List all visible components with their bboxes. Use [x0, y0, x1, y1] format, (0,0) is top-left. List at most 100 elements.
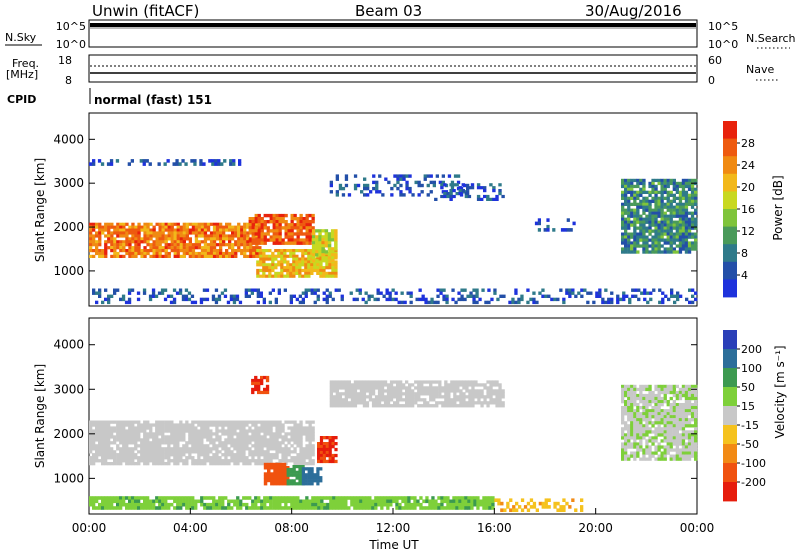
power-echo-region [534, 218, 576, 232]
power-plot-area [88, 112, 698, 307]
velocity-colorbar-label: Velocity [m s⁻¹] [773, 345, 787, 438]
velocity-colorbar-swatch [723, 444, 737, 464]
power-colorbar: 28 24 20 16 12 8 4 [723, 121, 755, 298]
station-title: Unwin (fitACF) [92, 2, 199, 20]
x-tick-label: 04:00 [173, 521, 208, 535]
power-colorbar-tick-label: 8 [741, 247, 748, 260]
velocity-colorbar: 200 100 50 15 -15 -50 -100 -200 [723, 330, 766, 502]
power-y-ticks: 4000 3000 2000 1000 [53, 132, 697, 278]
velocity-colorbar-swatch [723, 406, 737, 426]
velocity-colorbar-tick-label: -200 [741, 476, 766, 489]
cpid-value: normal (fast) 151 [94, 93, 212, 107]
power-y-tick-label: 3000 [53, 176, 84, 190]
power-y-tick-label: 2000 [53, 220, 84, 234]
velocity-colorbar-tick-label: 15 [741, 400, 755, 413]
power-colorbar-swatch [723, 191, 737, 210]
velocity-y-tick-label: 2000 [53, 427, 84, 441]
velocity-echo-region [317, 436, 338, 464]
freq-unit: [MHz] [6, 68, 38, 81]
nsearch-label: N.Search [746, 32, 796, 45]
velocity-colorbar-tick-label: 100 [741, 362, 762, 375]
velocity-colorbar-tick-label: -15 [741, 419, 759, 432]
power-colorbar-swatch [723, 173, 737, 192]
velocity-y-tick-label: 4000 [53, 338, 84, 352]
velocity-echo-region [89, 496, 495, 510]
velocity-echo-region [329, 380, 505, 408]
velocity-colorbar-swatch [723, 349, 737, 369]
power-colorbar-swatch [723, 279, 737, 298]
velocity-echo-region [301, 467, 323, 486]
beam-title: Beam 03 [355, 2, 422, 20]
power-y-tick-label: 1000 [53, 264, 84, 278]
power-colorbar-tick-label: 12 [741, 225, 755, 238]
x-tick-label: 08:00 [274, 521, 309, 535]
velocity-ylabel: Slant Range [km] [33, 364, 47, 468]
power-echo-region [621, 178, 698, 254]
nave-label: Nave [746, 63, 774, 76]
velocity-echo-region [263, 462, 290, 486]
velocity-echo-region [286, 465, 305, 486]
velocity-colorbar-swatch [723, 330, 737, 350]
x-tick-label: 12:00 [376, 521, 411, 535]
velocity-colorbar-swatch [723, 425, 737, 445]
velocity-echo-region [494, 498, 584, 512]
power-echo-region [329, 174, 470, 197]
freq-tick-top: 18 [58, 54, 72, 67]
velocity-data-layer [89, 375, 698, 512]
date-title: 30/Aug/2016 [585, 2, 682, 20]
velocity-colorbar-tick-label: 50 [741, 381, 755, 394]
velocity-colorbar-swatch [723, 368, 737, 388]
nave-tick-top: 60 [708, 54, 722, 67]
velocity-panel: 4000 3000 2000 1000 00:00 04:00 08:00 12:00 16:… [33, 317, 787, 552]
velocity-y-tick-label: 3000 [53, 382, 84, 396]
power-colorbar-swatch [723, 156, 737, 175]
x-tick-label: 16:00 [477, 521, 512, 535]
nsky-tick-bottom: 10^0 [56, 38, 86, 51]
freq-label: Freq. [12, 57, 39, 70]
power-colorbar-swatch [723, 121, 737, 139]
power-colorbar-swatch [723, 261, 737, 280]
power-colorbar-swatch [723, 138, 737, 157]
velocity-xlabel: Time UT [368, 538, 419, 552]
power-colorbar-swatch [723, 209, 737, 227]
nsky-panel [88, 19, 698, 48]
velocity-colorbar-tick-label: -50 [741, 438, 759, 451]
power-echo-region [248, 213, 315, 245]
velocity-colorbar-tick-label: 200 [741, 343, 762, 356]
power-ylabel: Slant Range [km] [33, 158, 47, 262]
velocity-echo-region [621, 384, 698, 461]
power-panel: 4000 3000 2000 1000 Slant Range [km] 28 24 20… [33, 112, 785, 307]
power-data-layer [89, 159, 698, 305]
power-colorbar-label: Power [dB] [771, 175, 785, 240]
velocity-echo-region [251, 375, 270, 395]
nsky-trace [90, 23, 696, 29]
nsky-tick-top: 10^5 [56, 20, 86, 33]
velocity-y-tick-label: 1000 [53, 471, 84, 485]
power-colorbar-tick-label: 4 [741, 269, 748, 282]
nsearch-tick-bottom: 10^0 [708, 38, 738, 51]
nsky-label: N.Sky [5, 31, 37, 44]
velocity-x-ticks: 00:00 04:00 08:00 12:00 16:00 20:00 00:00 [72, 508, 715, 535]
power-echo-region [311, 229, 338, 263]
x-tick-label: 20:00 [578, 521, 613, 535]
power-y-tick-label: 4000 [53, 132, 84, 146]
velocity-colorbar-tick-label: -100 [741, 457, 766, 470]
nsearch-tick-top: 10^5 [708, 20, 738, 33]
power-colorbar-tick-label: 24 [741, 159, 755, 172]
power-echo-region [92, 288, 698, 305]
power-colorbar-tick-label: 28 [741, 137, 755, 150]
velocity-plot-area [88, 317, 698, 515]
velocity-colorbar-swatch [723, 463, 737, 483]
velocity-colorbar-swatch [723, 482, 737, 502]
freq-tick-bottom: 8 [65, 74, 72, 87]
power-colorbar-tick-label: 16 [741, 203, 755, 216]
freq-panel [88, 54, 698, 83]
power-echo-region [89, 159, 242, 166]
power-colorbar-swatch [723, 244, 737, 263]
x-tick-label: 00:00 [72, 521, 107, 535]
x-tick-label: 00:00 [680, 521, 715, 535]
power-colorbar-swatch [723, 226, 737, 245]
power-echo-region [434, 183, 505, 201]
velocity-y-ticks: 4000 3000 2000 1000 [53, 338, 697, 485]
